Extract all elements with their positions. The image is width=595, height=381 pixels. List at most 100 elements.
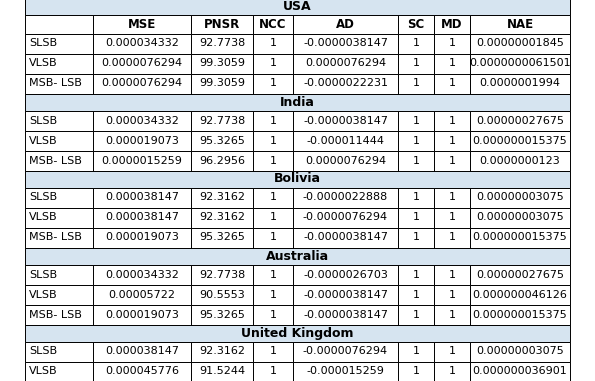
Bar	[293, 208, 398, 227]
Text: SLSB: SLSB	[29, 38, 57, 48]
Bar	[25, 14, 93, 34]
Text: 92.7738: 92.7738	[199, 269, 245, 280]
Bar	[191, 264, 253, 285]
Text: 92.3162: 92.3162	[199, 192, 245, 202]
Text: 0.000000046126: 0.000000046126	[472, 290, 568, 299]
Bar	[93, 187, 191, 208]
Bar	[25, 0, 570, 14]
Bar	[25, 93, 570, 110]
Bar	[25, 285, 93, 304]
Text: SLSB: SLSB	[29, 115, 57, 125]
Bar	[25, 264, 93, 285]
Bar	[470, 304, 570, 325]
Bar	[253, 187, 293, 208]
Text: 1: 1	[412, 38, 419, 48]
Text: 0.0000015259: 0.0000015259	[102, 155, 183, 165]
Bar	[253, 362, 293, 381]
Text: 0.000019073: 0.000019073	[105, 136, 179, 146]
Bar	[434, 53, 470, 74]
Bar	[470, 208, 570, 227]
Text: 90.5553: 90.5553	[199, 290, 245, 299]
Bar	[191, 208, 253, 227]
Bar	[434, 304, 470, 325]
Bar	[25, 53, 93, 74]
Bar	[434, 208, 470, 227]
Bar	[191, 34, 253, 53]
Text: 92.7738: 92.7738	[199, 38, 245, 48]
Bar	[434, 131, 470, 150]
Text: 1: 1	[270, 136, 277, 146]
Text: -0.0000038147: -0.0000038147	[303, 232, 388, 242]
Bar	[93, 53, 191, 74]
Text: 0.0000001994: 0.0000001994	[480, 78, 560, 88]
Bar	[93, 362, 191, 381]
Text: 1: 1	[412, 115, 419, 125]
Text: USA: USA	[283, 0, 312, 13]
Bar	[253, 53, 293, 74]
Bar	[253, 74, 293, 93]
Text: 1: 1	[449, 346, 456, 357]
Bar	[470, 110, 570, 131]
Text: 0.000045776: 0.000045776	[105, 367, 179, 376]
Text: Bolivia: Bolivia	[274, 173, 321, 186]
Text: 1: 1	[412, 155, 419, 165]
Bar	[434, 14, 470, 34]
Bar	[470, 150, 570, 171]
Bar	[293, 304, 398, 325]
Bar	[470, 187, 570, 208]
Bar	[25, 187, 93, 208]
Text: 1: 1	[449, 213, 456, 223]
Text: -0.0000038147: -0.0000038147	[303, 38, 388, 48]
Text: 1: 1	[449, 232, 456, 242]
Bar	[191, 74, 253, 93]
Bar	[434, 227, 470, 248]
Text: -0.0000026703: -0.0000026703	[303, 269, 388, 280]
Text: 1: 1	[412, 269, 419, 280]
Bar	[191, 53, 253, 74]
Bar	[293, 110, 398, 131]
Bar	[293, 285, 398, 304]
Bar	[398, 227, 434, 248]
Bar	[25, 171, 570, 187]
Bar	[191, 131, 253, 150]
Text: 1: 1	[270, 213, 277, 223]
Text: 0.000038147: 0.000038147	[105, 213, 179, 223]
Bar	[293, 341, 398, 362]
Text: 0.00000003075: 0.00000003075	[476, 213, 564, 223]
Bar	[293, 362, 398, 381]
Text: 1: 1	[270, 309, 277, 320]
Bar	[253, 34, 293, 53]
Text: 1: 1	[270, 155, 277, 165]
Text: 1: 1	[270, 232, 277, 242]
Text: 91.5244: 91.5244	[199, 367, 245, 376]
Bar	[398, 264, 434, 285]
Text: 1: 1	[270, 59, 277, 69]
Text: 92.3162: 92.3162	[199, 346, 245, 357]
Text: 1: 1	[412, 309, 419, 320]
Bar	[398, 362, 434, 381]
Text: -0.000015259: -0.000015259	[306, 367, 384, 376]
Text: 1: 1	[270, 367, 277, 376]
Bar	[25, 131, 93, 150]
Text: 1: 1	[412, 59, 419, 69]
Text: 1: 1	[270, 78, 277, 88]
Text: 99.3059: 99.3059	[199, 59, 245, 69]
Bar	[93, 285, 191, 304]
Bar	[293, 227, 398, 248]
Text: 1: 1	[449, 309, 456, 320]
Bar	[434, 74, 470, 93]
Text: 1: 1	[449, 115, 456, 125]
Text: -0.000011444: -0.000011444	[306, 136, 384, 146]
Bar	[191, 110, 253, 131]
Text: 0.000038147: 0.000038147	[105, 192, 179, 202]
Text: 1: 1	[270, 192, 277, 202]
Bar	[398, 14, 434, 34]
Bar	[191, 285, 253, 304]
Text: 1: 1	[412, 367, 419, 376]
Bar	[191, 150, 253, 171]
Text: 1: 1	[412, 290, 419, 299]
Text: 0.0000000123: 0.0000000123	[480, 155, 560, 165]
Bar	[253, 110, 293, 131]
Bar	[25, 362, 93, 381]
Text: MSB- LSB: MSB- LSB	[29, 309, 82, 320]
